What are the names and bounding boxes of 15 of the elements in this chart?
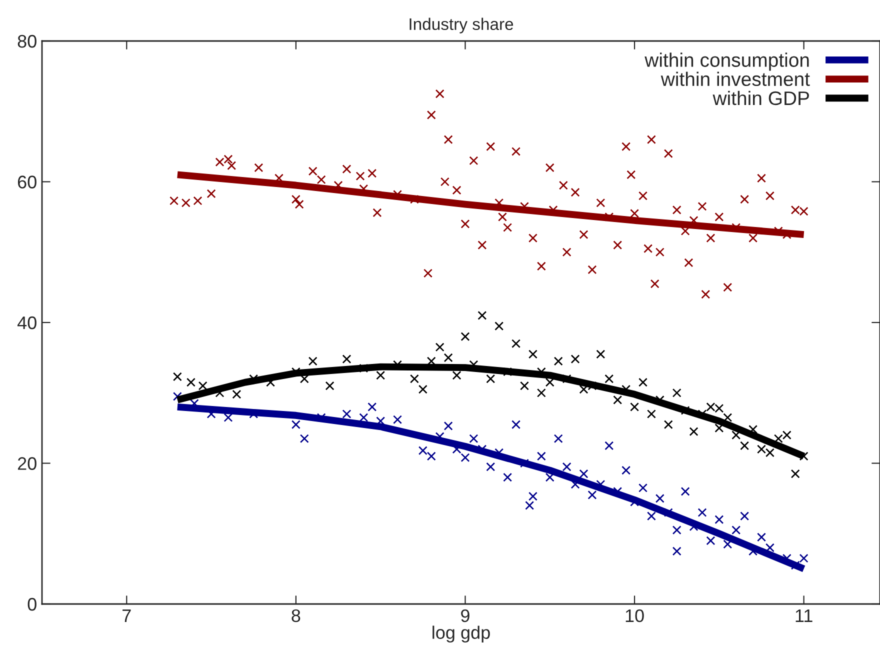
legend-label: within GDP xyxy=(712,90,809,106)
y-tick-label: 60 xyxy=(18,176,36,188)
chart-title: Industry share xyxy=(410,18,514,34)
legend-label: within investment xyxy=(660,72,810,86)
y-tick-label: 80 xyxy=(18,34,36,48)
x-tick-label: 9 xyxy=(461,609,470,622)
x-axis-title: log gdp xyxy=(432,626,490,643)
y-tick-label: 40 xyxy=(17,316,36,330)
x-tick-label: 8 xyxy=(292,609,300,622)
x-tick-label: 10 xyxy=(626,609,644,622)
y-tick-label: 0 xyxy=(28,598,36,611)
x-tick-label: 7 xyxy=(122,610,131,622)
legend-label: within consumption xyxy=(644,52,809,71)
x-tick-label: 11 xyxy=(796,610,812,622)
y-tick-label: 20 xyxy=(18,457,36,470)
